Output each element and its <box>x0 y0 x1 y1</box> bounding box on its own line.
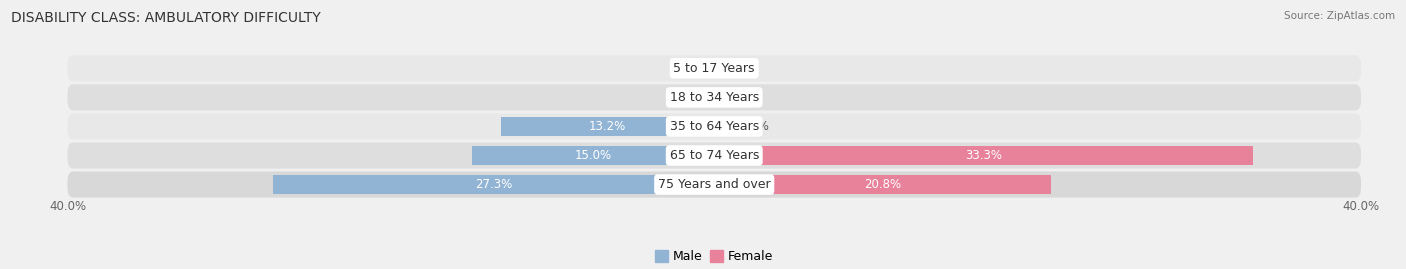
FancyBboxPatch shape <box>67 171 1361 198</box>
Text: Source: ZipAtlas.com: Source: ZipAtlas.com <box>1284 11 1395 21</box>
Text: 18 to 34 Years: 18 to 34 Years <box>669 91 759 104</box>
Text: 0.0%: 0.0% <box>678 62 707 75</box>
Bar <box>501 116 714 136</box>
Legend: Male, Female: Male, Female <box>651 245 778 268</box>
FancyBboxPatch shape <box>67 113 1361 140</box>
Bar <box>714 146 1253 165</box>
Bar <box>714 116 734 136</box>
FancyBboxPatch shape <box>67 142 1361 169</box>
Text: 75 Years and over: 75 Years and over <box>658 178 770 191</box>
Text: 20.8%: 20.8% <box>863 178 901 191</box>
Bar <box>714 175 1050 194</box>
Text: 65 to 74 Years: 65 to 74 Years <box>669 149 759 162</box>
FancyBboxPatch shape <box>67 84 1361 111</box>
Text: 5 to 17 Years: 5 to 17 Years <box>673 62 755 75</box>
Text: 35 to 64 Years: 35 to 64 Years <box>669 120 759 133</box>
Text: 0.0%: 0.0% <box>678 91 707 104</box>
Text: 27.3%: 27.3% <box>475 178 512 191</box>
Text: 0.0%: 0.0% <box>721 91 751 104</box>
Bar <box>472 146 714 165</box>
Text: 1.2%: 1.2% <box>740 120 770 133</box>
FancyBboxPatch shape <box>67 55 1361 82</box>
Bar <box>273 175 714 194</box>
Text: 15.0%: 15.0% <box>575 149 612 162</box>
Text: DISABILITY CLASS: AMBULATORY DIFFICULTY: DISABILITY CLASS: AMBULATORY DIFFICULTY <box>11 11 321 25</box>
Text: 13.2%: 13.2% <box>589 120 626 133</box>
Text: 0.0%: 0.0% <box>721 62 751 75</box>
Text: 33.3%: 33.3% <box>965 149 1002 162</box>
